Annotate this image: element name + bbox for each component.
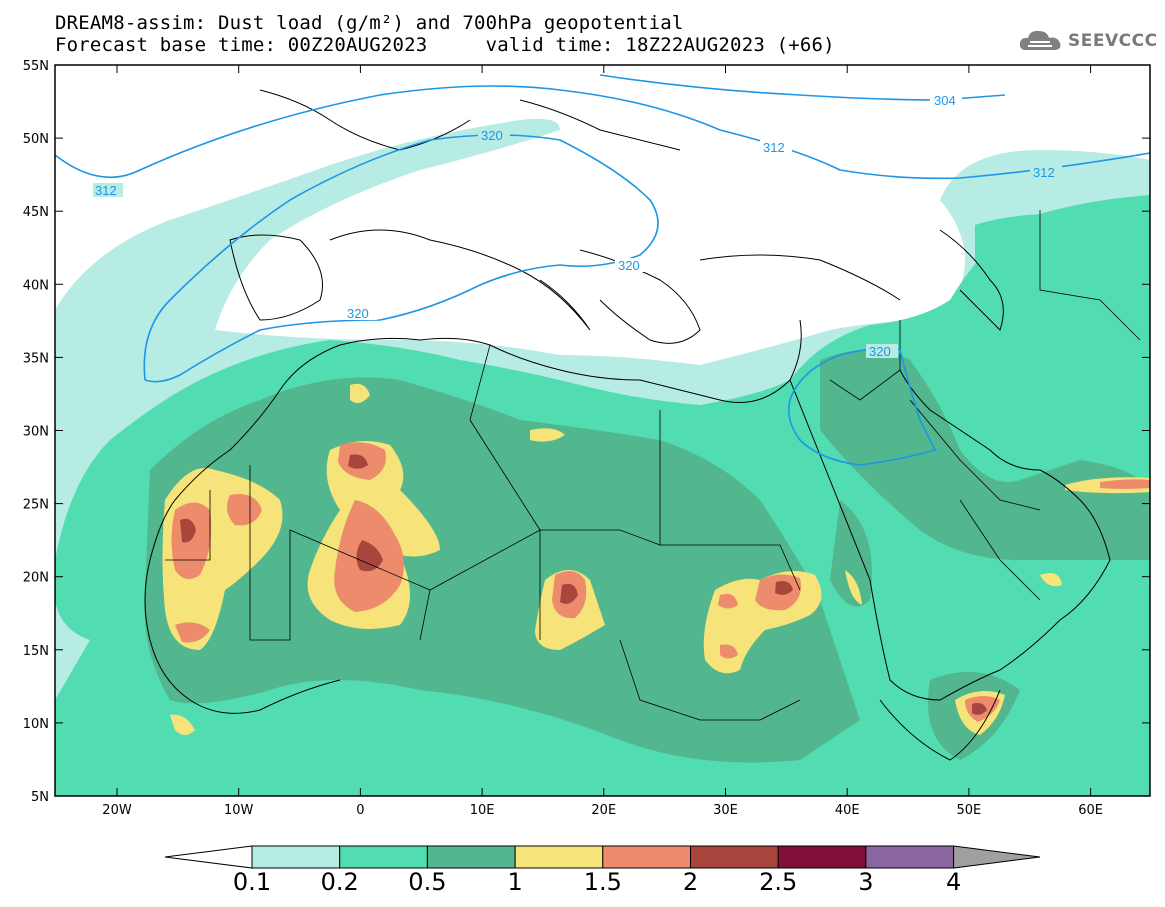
lat-tick-label: 50N [23,132,49,147]
lat-tick-label: 55N [23,59,49,74]
colorbar-low-arrow [164,845,253,869]
contour-label: 312 [763,140,785,155]
contour-312-west [55,85,1150,180]
colorbar-high-arrow [953,845,1041,869]
colorbar-label: 2.5 [759,868,798,896]
lon-tick-label: 50E [957,803,982,818]
contour-label: 320 [347,306,369,321]
contour-label: 320 [481,128,503,143]
lat-tick-label: 40N [23,278,49,293]
colorbar-label: 1.5 [583,868,622,896]
latitude-axis: 55N 50N 45N 40N 35N 30N 25N 20N 15N 10N 5N [23,59,1150,805]
colorbar-bin [514,845,604,869]
lon-tick-label: 20E [591,803,616,818]
lon-tick-label: 40E [835,803,860,818]
lon-tick-label: 10W [224,803,254,818]
lat-tick-label: 45N [23,205,49,220]
dust-level-2 [180,518,196,543]
colorbar-bin [251,845,341,869]
contour-label: 312 [95,183,117,198]
contour-304 [599,74,1006,101]
colorbar-label: 1 [507,868,523,896]
geopotential-contours [55,74,1150,466]
logo-text: SEEVCCC [1068,31,1158,51]
contour-320-east [787,347,937,466]
contour-320-loop [143,134,659,383]
colorbar-bin [865,845,955,869]
lat-tick-label: 5N [31,790,49,805]
colorbar-label: 4 [945,868,962,896]
lat-tick-label: 20N [23,571,49,586]
colorbar-bin [602,845,691,869]
coastlines [144,89,1111,761]
lat-tick-label: 30N [23,425,49,440]
contour-label: 320 [618,258,640,273]
country-borders [165,210,1141,721]
lat-tick-label: 15N [23,644,49,659]
colorbar-label: 2 [682,868,699,896]
lat-tick-label: 35N [23,351,49,366]
lon-tick-label: 60E [1078,803,1103,818]
colorbar-bin [777,845,867,869]
contour-label: 320 [869,344,891,359]
contour-label: 304 [934,93,956,108]
colorbar-label: 3 [858,868,874,896]
colorbar-bin [690,845,779,869]
lon-tick-label: 30E [713,803,738,818]
map-title-line2: Forecast base time: 00Z20AUG2023 valid t… [55,34,835,56]
contour-label: 312 [1033,165,1055,180]
lat-tick-label: 10N [23,717,49,732]
dust-level-0.5 [144,377,860,763]
lat-tick-label: 25N [23,498,49,513]
colorbar-label: 0.2 [320,868,359,896]
map-title-line1: DREAM8-assim: Dust load (g/m²) and 700hP… [55,12,684,34]
longitude-axis: 20W 10W 0 10E 20E 30E 40E 50E 60E [102,65,1103,818]
lon-tick-label: 10E [470,803,495,818]
colorbar-label: 0.1 [232,868,272,896]
seevccc-logo: SEEVCCC [1018,28,1158,54]
contour-labels: 304 312 312 312 320 320 320 320 [93,93,1062,359]
colorbar-bin [339,845,428,869]
colorbar-label: 0.5 [408,868,447,896]
dust-field [55,65,1150,796]
cloud-logo-icon [1019,30,1061,50]
lon-tick-label: 20W [102,803,132,818]
lon-tick-label: 0 [356,803,364,818]
colorbar-bin [426,845,516,869]
colorbar [164,845,1041,869]
